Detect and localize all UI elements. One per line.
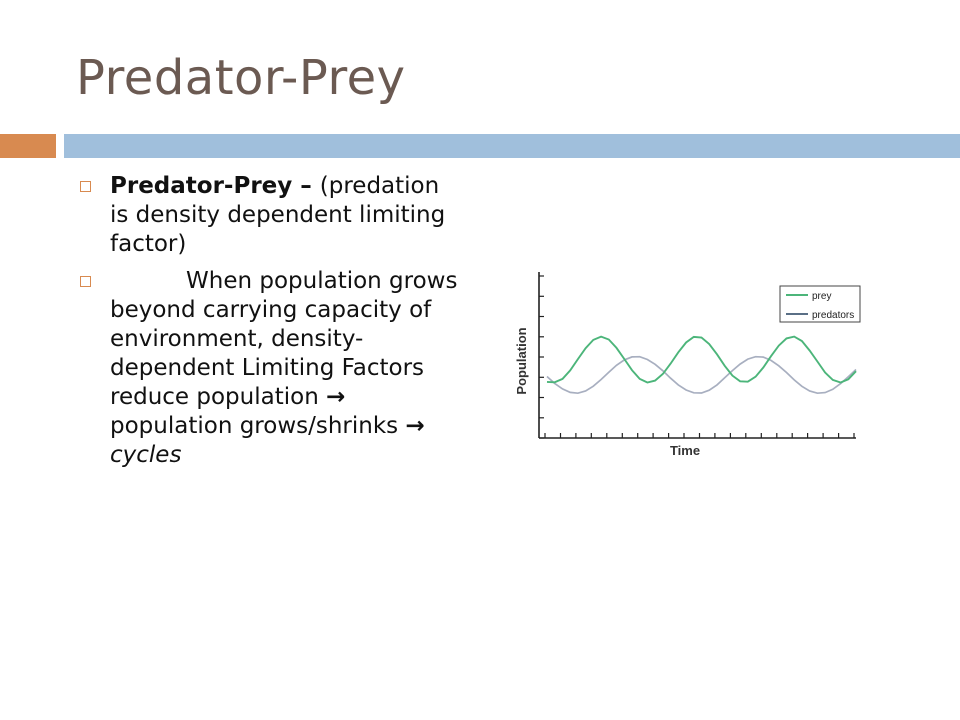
bullet-item-cycle: When population grows beyond carrying ca… — [80, 267, 460, 470]
square-bullet-icon — [80, 276, 91, 287]
predator-prey-chart: Time Population prey predators — [508, 264, 864, 464]
right-arrow-icon: → — [326, 384, 346, 410]
square-bullet-icon — [80, 181, 91, 192]
bullet-term: Predator-Prey — [110, 173, 293, 199]
legend-label-prey: prey — [812, 291, 831, 302]
y-axis-label: Population — [514, 327, 529, 394]
bullet-item-definition: Predator-Prey – (predation is density de… — [80, 172, 460, 259]
right-arrow-icon: → — [405, 413, 425, 439]
accent-bar-orange — [0, 134, 56, 158]
slide-title: Predator-Prey — [76, 50, 406, 106]
x-axis-label: Time — [670, 443, 700, 458]
bullet-cycle-text-b: population grows/shrinks — [110, 413, 399, 439]
legend-box — [779, 285, 861, 323]
bullet-dash: – — [292, 173, 320, 199]
chart-canvas: Time Population prey predators — [514, 272, 861, 458]
legend-label-predators: predators — [812, 310, 854, 321]
bullet-list: Predator-Prey – (predation is density de… — [80, 172, 460, 478]
series-line-prey — [546, 335, 857, 384]
bullet-cycle-text-a: When population grows beyond carrying ca… — [110, 268, 458, 410]
series-line-predators — [546, 355, 857, 395]
bullet-definition-text: (predation is density dependent limiting… — [110, 173, 446, 257]
bullet-cycle-end-word: cycles — [110, 442, 182, 468]
chart-legend: prey predators — [779, 285, 861, 323]
accent-bar-blue — [64, 134, 960, 158]
